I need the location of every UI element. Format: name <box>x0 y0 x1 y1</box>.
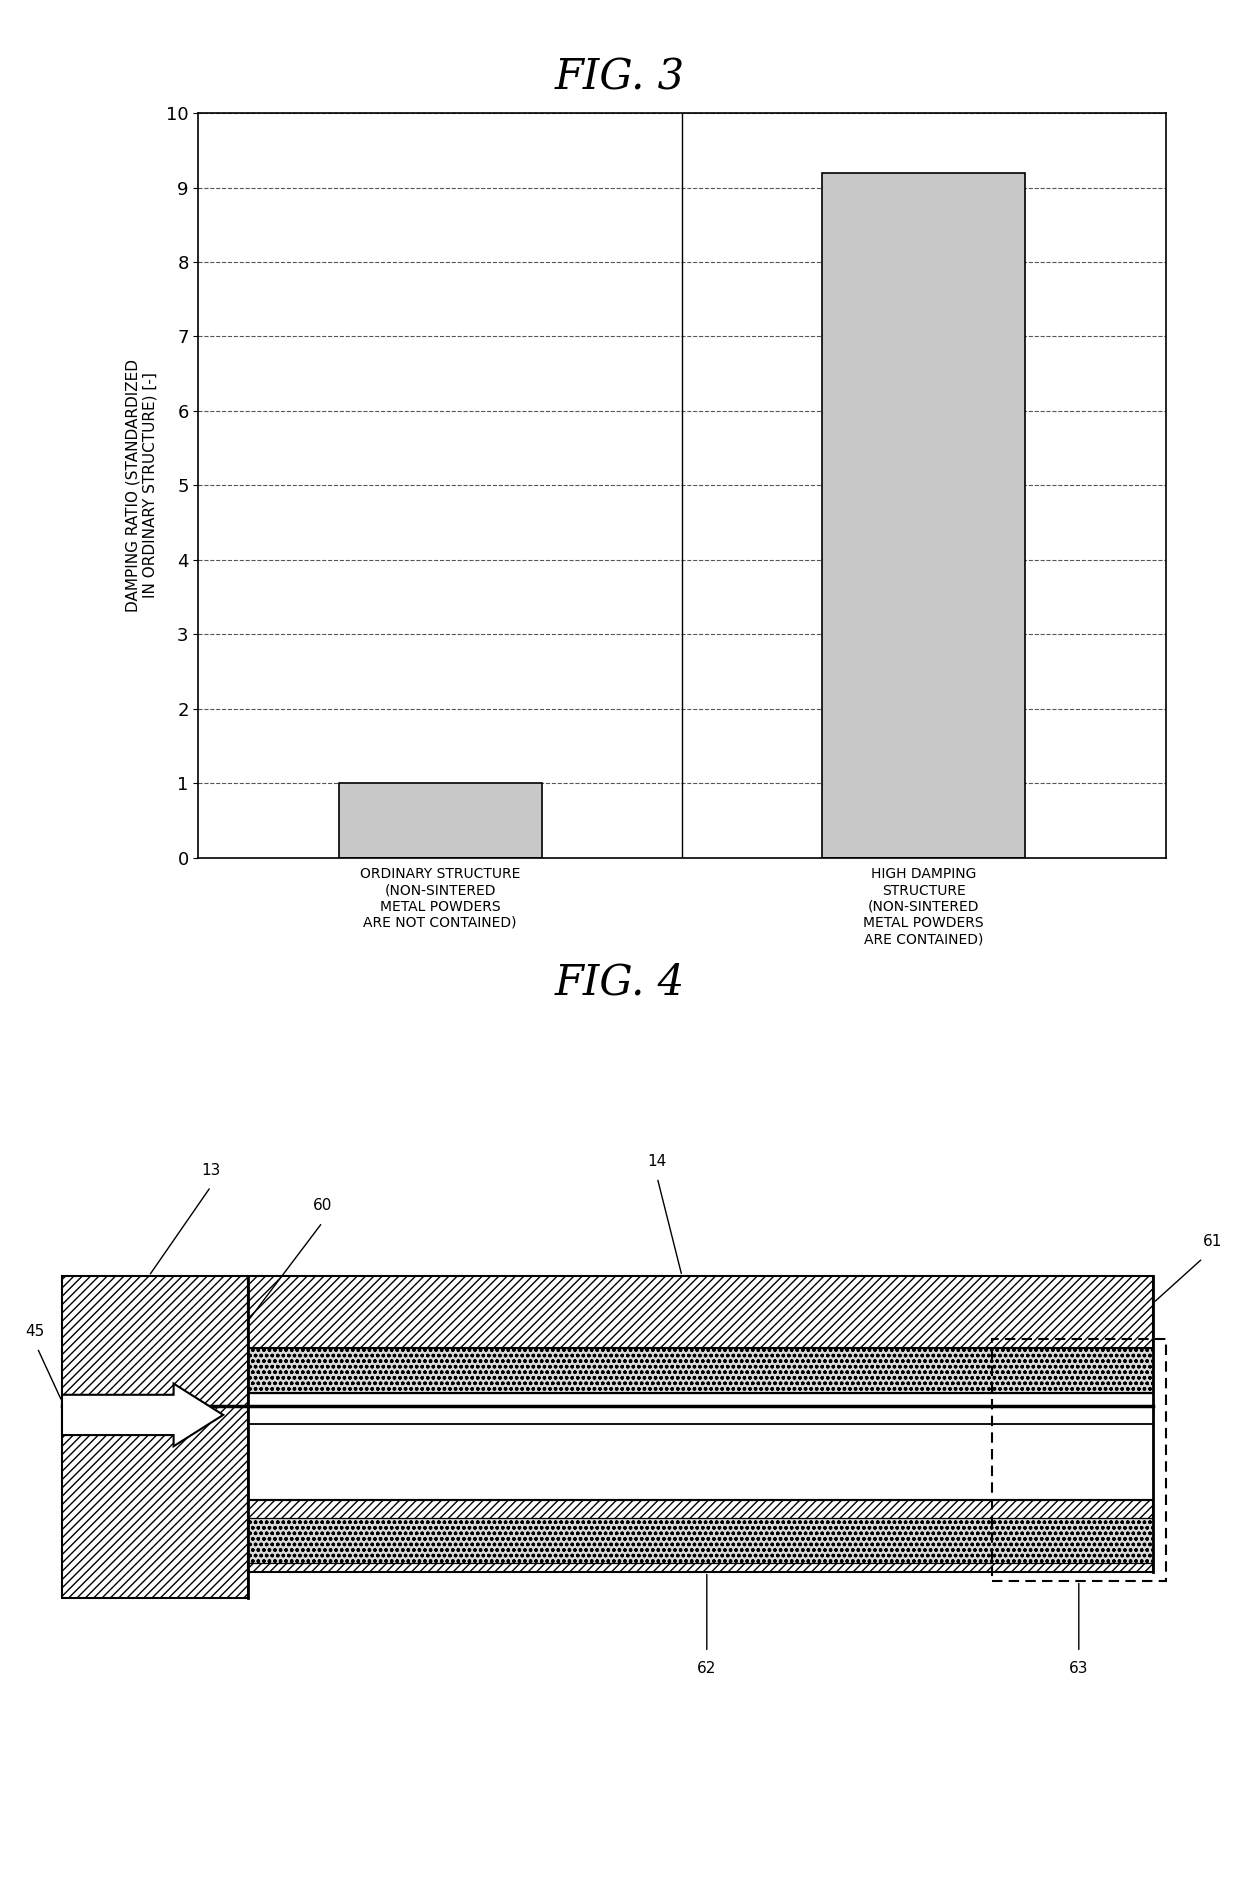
Bar <box>248 1348 1153 1393</box>
Text: FIG. 4: FIG. 4 <box>556 961 684 1003</box>
Text: 13: 13 <box>201 1163 221 1178</box>
FancyArrow shape <box>62 1384 223 1446</box>
Text: 14: 14 <box>647 1154 667 1169</box>
Bar <box>992 1338 1166 1580</box>
Y-axis label: DAMPING RATIO (STANDARDIZED
IN ORDINARY STRUCTURE) [-]: DAMPING RATIO (STANDARDIZED IN ORDINARY … <box>125 358 157 613</box>
Bar <box>339 782 542 858</box>
Text: 60: 60 <box>312 1199 332 1214</box>
Bar <box>248 1517 1153 1563</box>
Bar <box>822 173 1025 858</box>
Bar <box>248 1276 1153 1348</box>
Text: 61: 61 <box>1203 1235 1223 1250</box>
Bar <box>62 1276 248 1598</box>
Text: 62: 62 <box>697 1661 717 1676</box>
Bar <box>248 1500 1153 1572</box>
Text: FIG. 3: FIG. 3 <box>556 57 684 98</box>
Text: 63: 63 <box>1069 1661 1089 1676</box>
Text: 45: 45 <box>25 1323 45 1338</box>
